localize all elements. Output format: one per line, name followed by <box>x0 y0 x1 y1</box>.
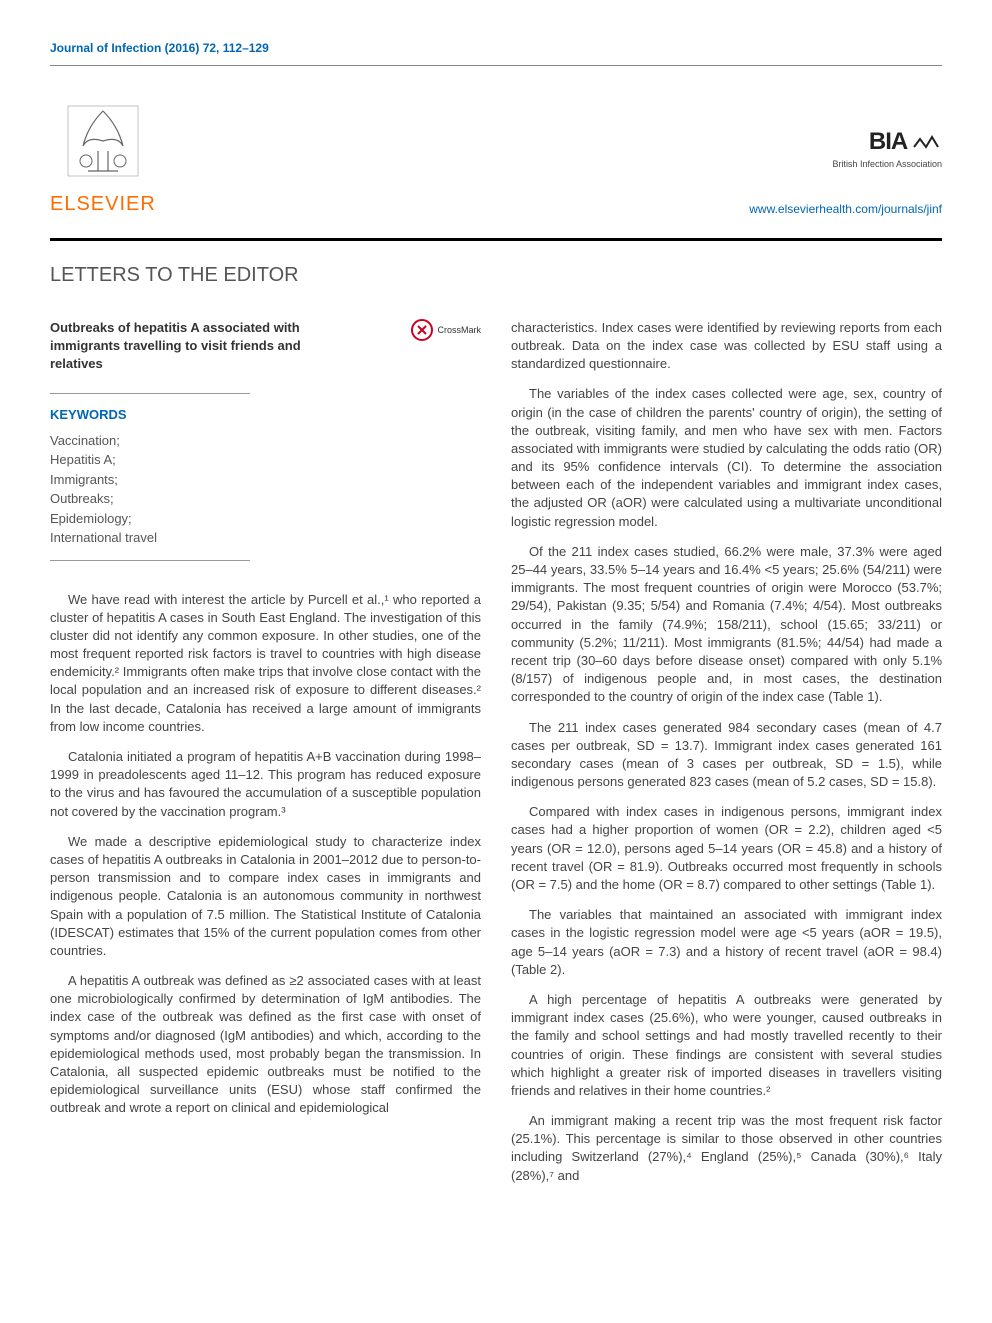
bia-subtitle: British Infection Association <box>749 158 942 171</box>
journal-citation: Journal of Infection (2016) 72, 112–129 <box>50 40 942 57</box>
right-header-block: BIA British Infection Association www.el… <box>749 125 942 218</box>
bia-logo-block: BIA British Infection Association <box>749 125 942 171</box>
body-paragraph: Compared with index cases in indigenous … <box>511 803 942 894</box>
body-paragraph: A high percentage of hepatitis A outbrea… <box>511 991 942 1100</box>
keywords-heading: KEYWORDS <box>50 406 250 424</box>
elsevier-wordmark: ELSEVIER <box>50 190 156 218</box>
two-column-layout: Outbreaks of hepatitis A associated with… <box>50 319 942 1197</box>
body-paragraph: We made a descriptive epidemiological st… <box>50 833 481 960</box>
body-paragraph: Catalonia initiated a program of hepatit… <box>50 748 481 821</box>
article-title: Outbreaks of hepatitis A associated with… <box>50 319 350 374</box>
right-column: characteristics. Index cases were identi… <box>511 319 942 1197</box>
section-title: LETTERS TO THE EDITOR <box>50 261 942 289</box>
top-divider <box>50 65 942 66</box>
crossmark-label: CrossMark <box>437 324 481 337</box>
body-paragraph: An immigrant making a recent trip was th… <box>511 1112 942 1185</box>
crossmark-icon <box>411 319 433 341</box>
logos-row: ELSEVIER BIA British Infection Associati… <box>50 96 942 218</box>
crossmark-badge[interactable]: CrossMark <box>411 319 481 341</box>
body-paragraph: The variables that maintained an associa… <box>511 906 942 979</box>
keywords-list: Vaccination; Hepatitis A; Immigrants; Ou… <box>50 431 250 548</box>
body-paragraph: The variables of the index cases collect… <box>511 385 942 531</box>
body-paragraph: characteristics. Index cases were identi… <box>511 319 942 374</box>
bia-logo-text: BIA <box>749 125 942 159</box>
journal-url-link[interactable]: www.elsevierhealth.com/journals/jinf <box>749 201 942 218</box>
body-paragraph: A hepatitis A outbreak was defined as ≥2… <box>50 972 481 1118</box>
body-paragraph: Of the 211 index cases studied, 66.2% we… <box>511 543 942 707</box>
body-paragraph: The 211 index cases generated 984 second… <box>511 719 942 792</box>
left-column: Outbreaks of hepatitis A associated with… <box>50 319 481 1197</box>
elsevier-tree-icon <box>58 96 148 186</box>
elsevier-logo: ELSEVIER <box>50 96 156 218</box>
article-title-row: Outbreaks of hepatitis A associated with… <box>50 319 481 374</box>
keywords-box: KEYWORDS Vaccination; Hepatitis A; Immig… <box>50 393 250 560</box>
black-divider <box>50 238 942 241</box>
body-paragraph: We have read with interest the article b… <box>50 591 481 737</box>
